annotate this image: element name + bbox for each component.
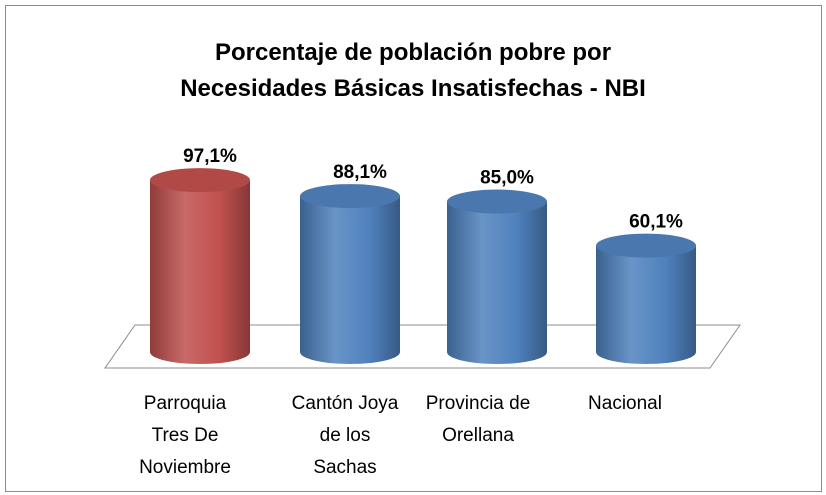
bar-top bbox=[150, 168, 250, 193]
value-label: 88,1% bbox=[333, 162, 387, 183]
floor bbox=[104, 324, 741, 369]
bar bbox=[447, 201, 547, 364]
x-tick-label: Provincia de Orellana bbox=[425, 393, 531, 446]
bar bbox=[596, 245, 696, 364]
chart-title: Porcentaje de población pobre por bbox=[215, 39, 611, 66]
chart-title: Necesidades Básicas Insatisfechas - NBI bbox=[180, 75, 646, 102]
x-tick-label: Cantón Joya de los Sachas bbox=[291, 393, 399, 478]
value-label: 60,1% bbox=[629, 212, 683, 233]
bar-top bbox=[300, 184, 400, 209]
value-label: 85,0% bbox=[480, 168, 534, 189]
x-tick-label: Nacional bbox=[588, 393, 662, 414]
bar bbox=[150, 180, 250, 364]
bar-top bbox=[447, 189, 547, 214]
x-tick-label: Parroquia Tres De Noviembre bbox=[139, 393, 231, 478]
bar-top bbox=[596, 233, 696, 258]
bar bbox=[300, 196, 400, 364]
value-label: 97,1% bbox=[183, 146, 237, 167]
